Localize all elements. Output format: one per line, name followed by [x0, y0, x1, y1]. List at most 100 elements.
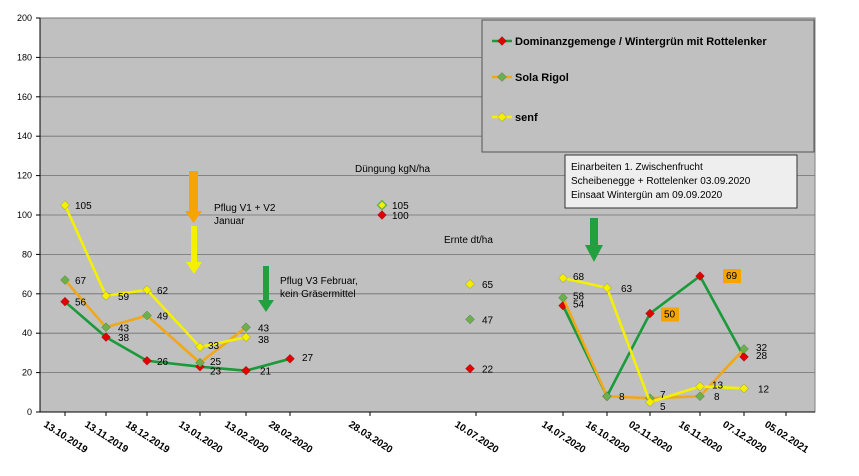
y-tick-label: 40: [22, 328, 32, 338]
legend-swatch-marker: [497, 112, 507, 122]
series-point-2: [241, 332, 251, 342]
data-label: 8: [619, 392, 625, 403]
series-point-1: [602, 391, 612, 402]
annotation-pflug2: Pflug V3 Februar, kein Gräsermittel: [280, 276, 358, 300]
x-tick-label: 10.07.2020: [452, 419, 500, 456]
data-label: 56: [75, 298, 87, 309]
y-tick-label: 140: [17, 131, 32, 141]
series-point-1: [241, 322, 251, 333]
x-tick-label: 02.11.2020: [626, 419, 674, 455]
duengung-point: [376, 199, 388, 211]
green-arrow-head: [585, 245, 603, 262]
legend-swatch-marker: [497, 36, 507, 46]
ernte-label: Ernte dt/ha: [444, 235, 493, 246]
series-point-1: [695, 391, 705, 402]
series-point-2: [558, 273, 568, 283]
x-tick-label: 14.07.2020: [539, 419, 587, 456]
annotation-line: Pflug V1 + V2: [214, 203, 276, 214]
data-label: 8: [714, 392, 720, 403]
data-label: 7: [660, 390, 666, 401]
ernte-value: 22: [482, 365, 494, 376]
y-tick-label: 80: [22, 249, 32, 259]
series-point-1: [101, 322, 111, 333]
data-label: 38: [258, 335, 270, 346]
series-point-0: [645, 308, 655, 319]
data-label: 33: [208, 341, 220, 352]
series-point-2: [60, 200, 70, 211]
series-point-0: [241, 365, 251, 376]
data-label: 28: [756, 351, 768, 362]
legend-entry: senf: [515, 112, 538, 124]
data-label: 58: [573, 292, 585, 303]
x-tick-label: 05.02.2021: [762, 419, 810, 456]
ernte-point: [465, 314, 475, 325]
series-point-1: [142, 310, 152, 321]
duengung-value: 100: [392, 211, 409, 222]
y-tick-label: 60: [22, 289, 32, 299]
annotation-pflug1: Pflug V1 + V2 Januar: [214, 203, 276, 227]
data-label: 49: [157, 311, 169, 322]
data-label: 32: [756, 343, 768, 354]
x-tick-label: 13.02.2020: [222, 419, 270, 456]
series-point-2: [195, 342, 205, 352]
series-point-0: [695, 271, 705, 281]
duengung-value: 105: [392, 201, 409, 212]
boxed-label-bg: [723, 269, 741, 284]
legend: [481, 19, 815, 153]
legend-entry: Dominanzgemenge / Wintergrün mit Rottele…: [515, 36, 767, 48]
annotation-line: kein Gräsermittel: [280, 289, 356, 300]
data-label: 21: [260, 367, 272, 378]
green-arrow-head: [258, 300, 274, 312]
y-tick-label: 20: [22, 368, 32, 378]
y-tick-label: 180: [17, 52, 32, 62]
data-label: 5: [660, 402, 666, 413]
series-point-0: [739, 351, 749, 362]
ernte-value: 47: [482, 315, 494, 326]
boxed-label: 69: [726, 271, 738, 282]
x-tick-label: 16.10.2020: [583, 419, 631, 456]
series-line-0: [64, 300, 291, 372]
legend-swatch-marker: [497, 72, 507, 82]
x-tick-label: 18.12.2019: [123, 419, 171, 456]
x-tick-label: 28.02.2020: [266, 419, 314, 456]
series-point-2: [142, 285, 152, 295]
x-tick-label: 13.01.2020: [176, 419, 224, 456]
series-point-0: [101, 332, 111, 342]
ernte-value: 65: [482, 280, 494, 291]
y-tick-label: 120: [17, 171, 32, 181]
data-label: 26: [157, 357, 169, 368]
boxed-label: 50: [664, 310, 676, 321]
x-tick-label: 16.11.2020: [676, 419, 724, 455]
data-label: 59: [118, 292, 130, 303]
annotation-box: [564, 154, 798, 209]
annotation-line: Einsaat Wintergün am 09.09.2020: [571, 190, 723, 201]
annotation-box-text: Einarbeiten 1. Zwischenfrucht Scheibenegg…: [571, 162, 751, 201]
series-point-2: [101, 290, 111, 301]
annotation-line: Pflug V3 Februar,: [280, 276, 358, 287]
duengung-point: [377, 210, 387, 220]
data-label: 54: [573, 300, 585, 311]
data-label: 13: [712, 380, 724, 391]
green-arrow-shaft: [263, 266, 269, 302]
series-point-2: [602, 283, 612, 293]
data-label: 43: [258, 323, 270, 334]
ernte-point: [465, 279, 475, 289]
ernte-point: [465, 363, 475, 374]
y-tick-label: 100: [17, 210, 32, 220]
x-tick-label: 13.11.2019: [82, 419, 130, 455]
yellow-arrow-shaft: [191, 226, 197, 266]
data-label: 25: [210, 357, 222, 368]
data-label: 12: [758, 384, 770, 395]
y-tick-label: 200: [17, 13, 32, 23]
series-point-0: [60, 296, 70, 307]
y-tick-label: 160: [17, 92, 32, 102]
data-label: 43: [118, 323, 130, 334]
data-label: 63: [621, 284, 633, 295]
series-point-1: [195, 357, 205, 368]
orange-arrow-head: [185, 211, 202, 223]
x-tick-label: 07.12.2020: [720, 419, 768, 456]
data-label: 105: [75, 201, 92, 212]
green-arrow-shaft: [590, 218, 598, 248]
series-point-1: [739, 344, 749, 354]
